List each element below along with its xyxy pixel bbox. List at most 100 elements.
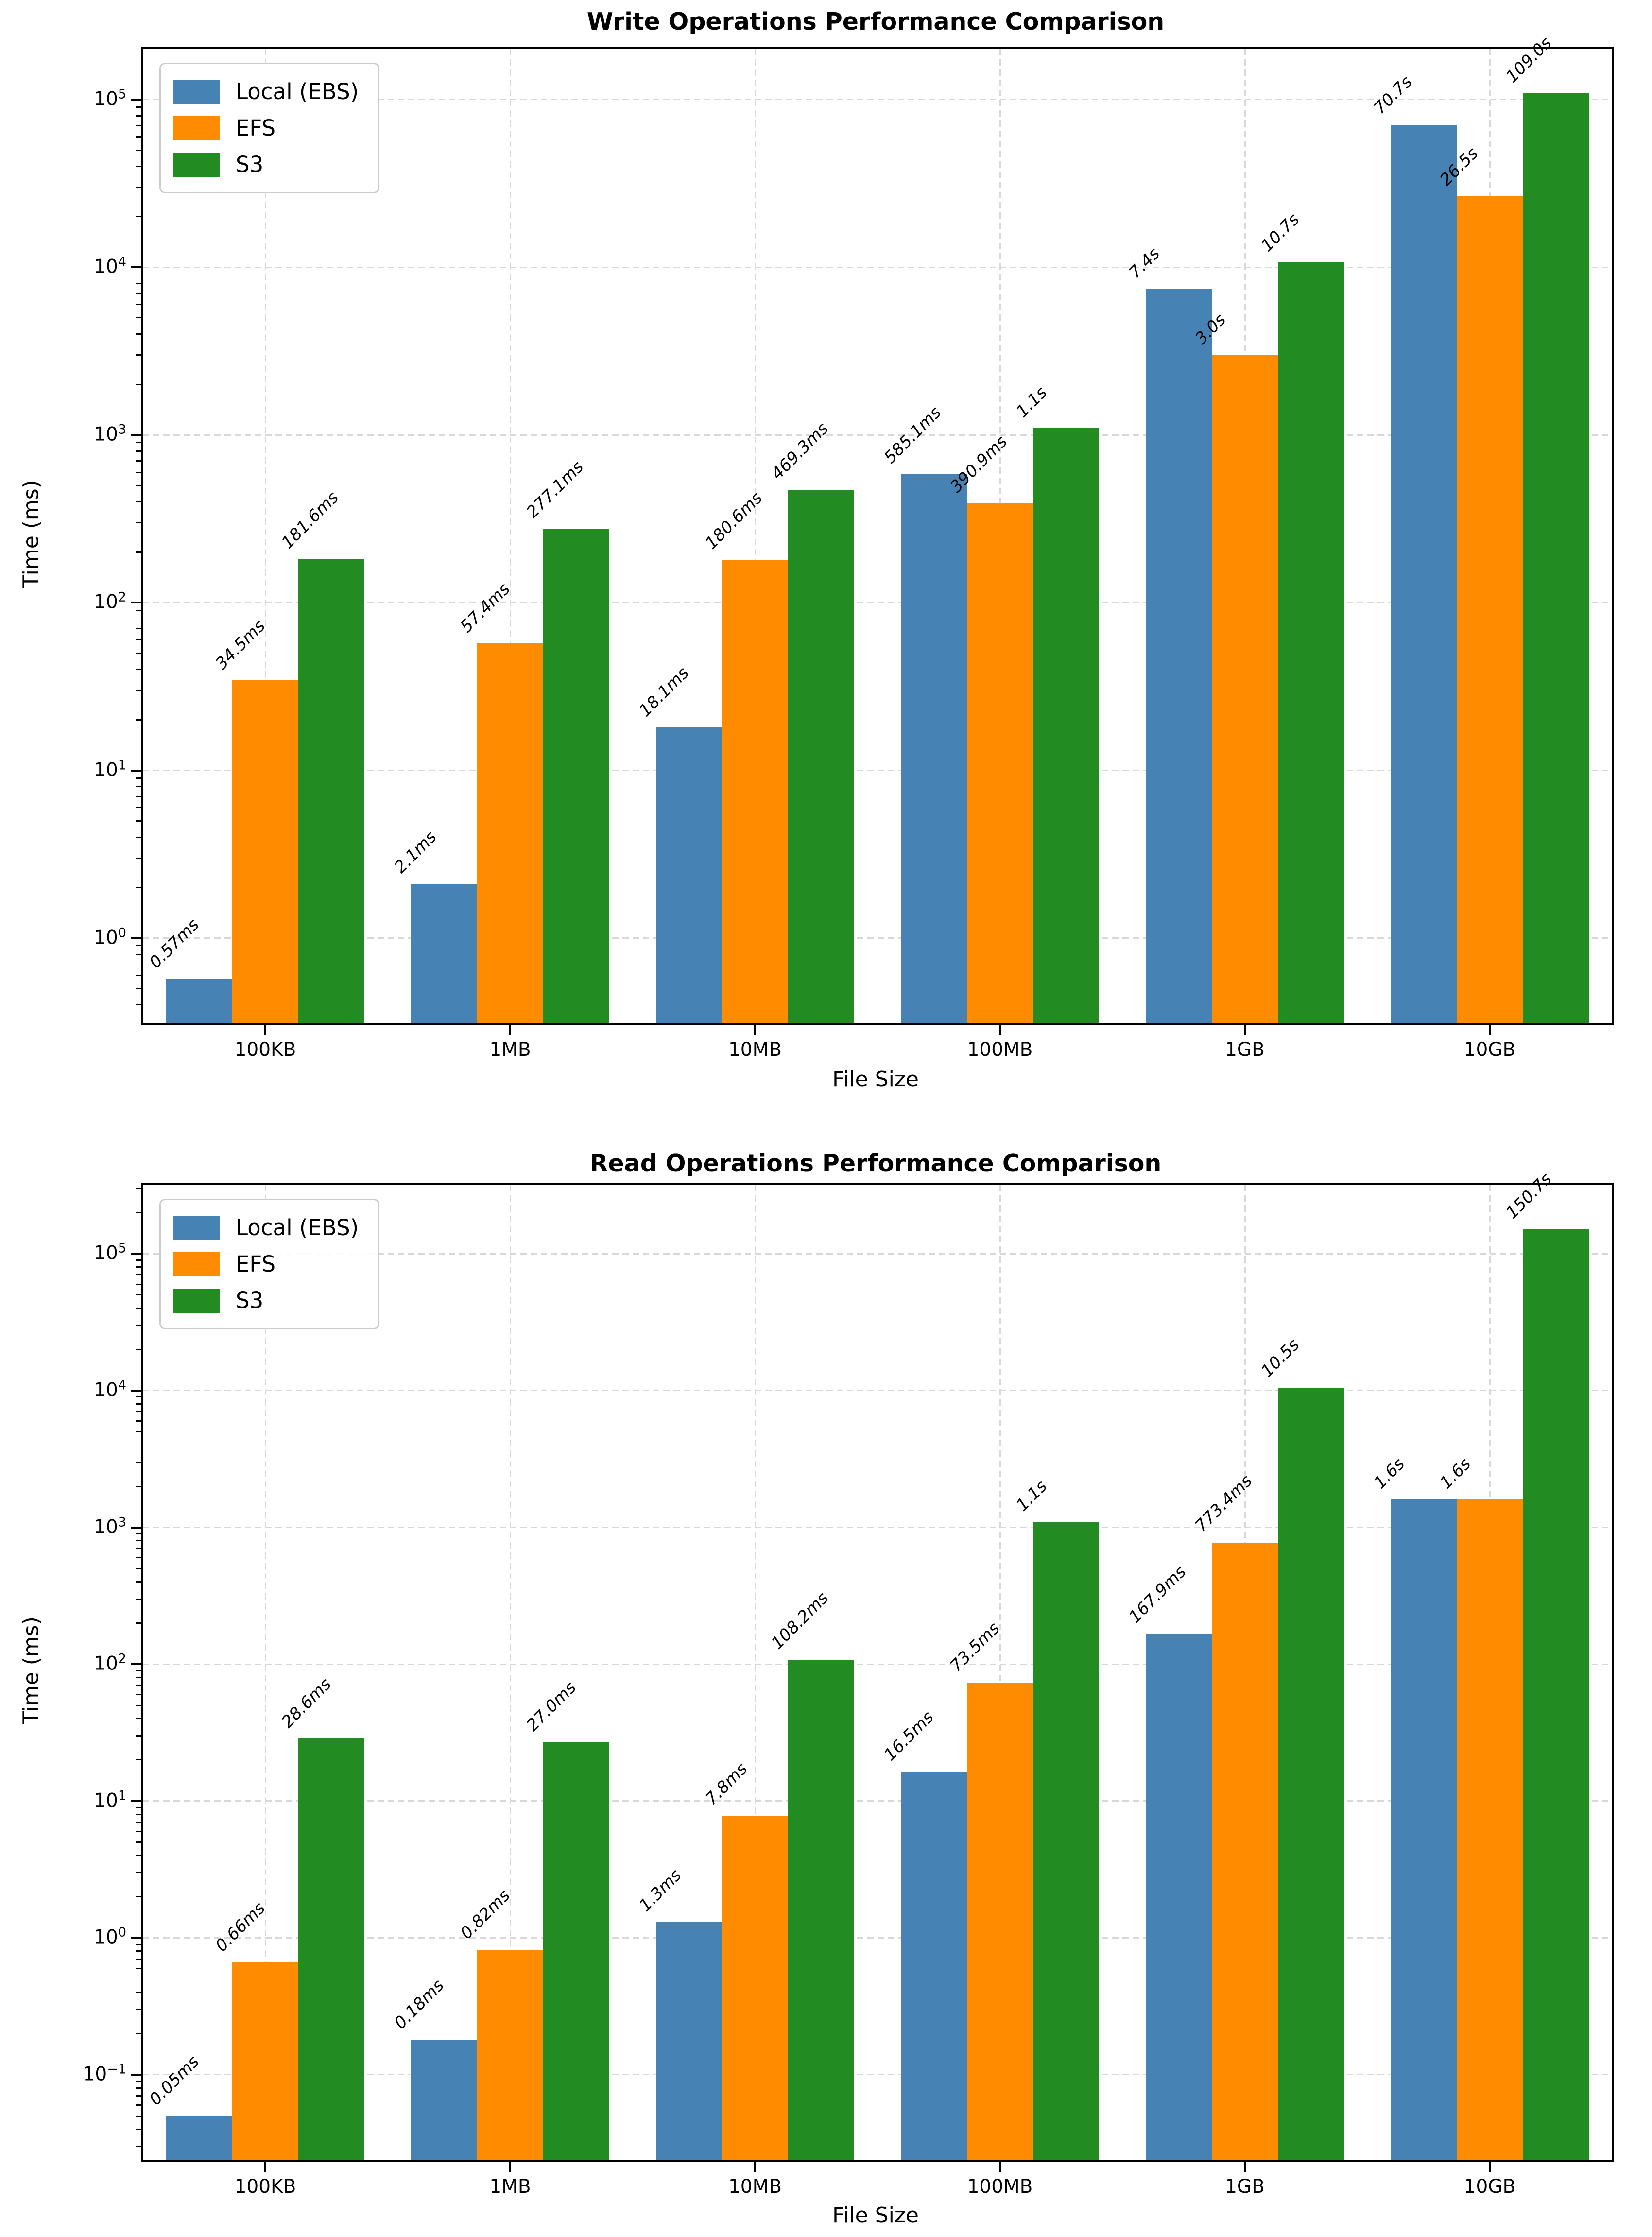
y-tick-label: 100 — [94, 1925, 126, 1948]
y-minor-tick — [136, 1958, 141, 1960]
y-minor-tick — [136, 618, 141, 620]
y-minor-tick — [136, 945, 141, 946]
bar-value-label: 1.3ms — [635, 1865, 686, 1916]
horizontal-gridline — [143, 1253, 1612, 1255]
bar-value-label: 181.6ms — [277, 487, 343, 553]
y-minor-tick — [136, 2115, 141, 2117]
legend-label: S3 — [236, 152, 264, 177]
y-minor-tick — [136, 1187, 141, 1189]
y-minor-tick — [136, 1855, 141, 1857]
x-tick-label: 1GB — [1225, 2176, 1265, 2198]
bar-s3 — [1033, 428, 1099, 1023]
y-minor-tick — [136, 501, 141, 502]
y-minor-tick — [136, 1325, 141, 1326]
y-minor-tick — [136, 2128, 141, 2130]
y-minor-tick — [136, 1822, 141, 1823]
bar-value-label: 28.6ms — [277, 1674, 335, 1732]
vertical-gridline — [754, 1185, 756, 2160]
x-tick-label: 10GB — [1463, 2176, 1516, 2198]
bar-value-label: 18.1ms — [635, 663, 693, 721]
x-tick-label: 10GB — [1463, 1039, 1516, 1061]
y-minor-tick — [136, 887, 141, 888]
bar-value-label: 109.0s — [1502, 33, 1556, 87]
y-minor-tick — [136, 2087, 141, 2089]
bar-value-label: 469.3ms — [767, 418, 832, 483]
y-major-tick — [131, 2073, 141, 2076]
x-tick-label: 1MB — [489, 1039, 531, 1061]
bar-value-label: 2.1ms — [390, 827, 441, 878]
bar-efs — [967, 503, 1033, 1023]
horizontal-gridline — [143, 1663, 1612, 1665]
x-major-tick — [1244, 2162, 1246, 2172]
bar-value-label: 1.6s — [1370, 1454, 1409, 1493]
y-tick-label: 104 — [94, 1377, 126, 1401]
x-axis-label: File Size — [832, 2203, 919, 2228]
legend-label: Local (EBS) — [236, 79, 359, 104]
y-minor-tick — [136, 1420, 141, 1422]
bar-value-label: 0.18ms — [390, 1976, 448, 2033]
y-major-tick — [131, 1389, 141, 1392]
y-minor-tick — [136, 1944, 141, 1945]
vertical-gridline — [509, 49, 511, 1023]
y-minor-tick — [136, 2009, 141, 2010]
y-minor-tick — [136, 1533, 141, 1534]
x-axis-label: File Size — [832, 1067, 919, 1092]
vertical-gridline — [999, 1185, 1001, 2160]
x-tick-label: 100KB — [234, 2176, 296, 2198]
horizontal-gridline — [143, 1527, 1612, 1529]
y-tick-label: 103 — [94, 1514, 126, 1538]
horizontal-gridline — [143, 602, 1612, 603]
x-major-tick — [1489, 2162, 1491, 2172]
y-minor-tick — [136, 1294, 141, 1296]
y-minor-tick — [136, 1735, 141, 1737]
y-minor-tick — [136, 639, 141, 641]
x-major-tick — [264, 1025, 266, 1035]
legend-item-s3: S3 — [173, 1288, 359, 1313]
y-minor-tick — [136, 988, 141, 989]
bar-value-label: 10.5s — [1257, 1335, 1304, 1381]
y-minor-tick — [136, 384, 141, 385]
y-major-tick — [131, 937, 141, 939]
y-minor-tick — [136, 1669, 141, 1671]
bar-s3 — [1033, 1521, 1099, 2160]
y-tick-label: 104 — [94, 254, 126, 278]
y-tick-label: 102 — [94, 1651, 126, 1675]
legend-label: EFS — [236, 1251, 276, 1277]
bar-value-label: 34.5ms — [211, 616, 269, 673]
y-tick-label: 103 — [94, 422, 126, 446]
efs-swatch — [173, 116, 220, 140]
legend-label: Local (EBS) — [236, 1215, 359, 1240]
y-minor-tick — [136, 1403, 141, 1405]
y-minor-tick — [136, 1283, 141, 1285]
y-minor-tick — [136, 304, 141, 305]
y-minor-tick — [136, 836, 141, 838]
horizontal-gridline — [143, 2074, 1612, 2076]
y-minor-tick — [136, 450, 141, 452]
y-minor-tick — [136, 1004, 141, 1006]
x-major-tick — [1489, 1025, 1491, 1035]
y-minor-tick — [136, 689, 141, 691]
y-minor-tick — [136, 1348, 141, 1350]
y-minor-tick — [136, 777, 141, 779]
s3-swatch — [173, 1288, 220, 1313]
legend-item-efs: EFS — [173, 1251, 359, 1277]
y-minor-tick — [136, 1694, 141, 1695]
bar-s3 — [298, 1738, 364, 2160]
y-minor-tick — [136, 1212, 141, 1213]
x-major-tick — [509, 1025, 511, 1035]
y-minor-tick — [136, 1872, 141, 1874]
bar-s3 — [543, 528, 609, 1023]
y-tick-label: 101 — [94, 757, 126, 781]
bar-local-ebs — [901, 1771, 967, 2160]
y-minor-tick — [136, 1485, 141, 1487]
bar-s3 — [298, 559, 364, 1023]
legend-item-s3: S3 — [173, 152, 359, 177]
y-minor-tick — [136, 1841, 141, 1843]
y-minor-tick — [136, 1266, 141, 1268]
read-operations-chart: Read Operations Performance Comparison T… — [0, 1118, 1652, 2237]
y-minor-tick — [136, 1677, 141, 1678]
plot-area: 10−1 100 101 102 103 104 105 100KB 1MB 10MB 100MB 1… — [83, 1170, 1614, 2198]
y-minor-tick — [136, 1540, 141, 1542]
y-tick-label: 10−1 — [83, 2062, 126, 2085]
bar-efs — [1212, 355, 1278, 1023]
